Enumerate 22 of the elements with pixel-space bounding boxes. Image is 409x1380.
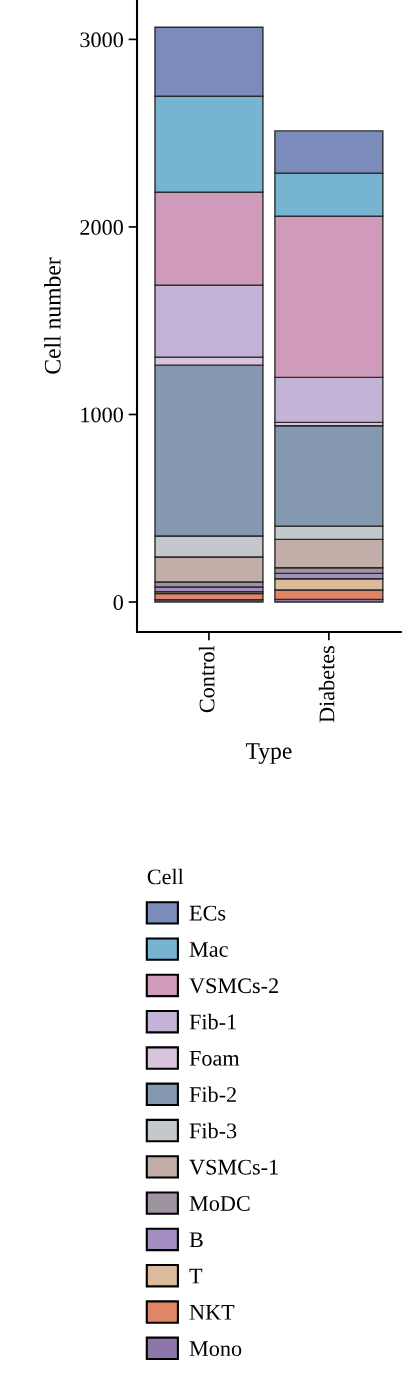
legend-label: B — [189, 1232, 203, 1248]
legend-label: Foam — [189, 1051, 240, 1066]
legend-label: VSMCs-1 — [189, 1159, 278, 1175]
legend-label: Fib-1 — [189, 1013, 236, 1030]
legend-title: Cell — [147, 868, 184, 885]
x-tick-label: Diabetes — [318, 646, 335, 723]
legend-label: Mono — [189, 1341, 242, 1357]
y-tick-label: 2000 — [80, 219, 123, 235]
legend-label: MoDC — [189, 1196, 250, 1211]
y-tick-label: 1000 — [81, 407, 123, 423]
legend-label: ECs — [189, 905, 226, 921]
x-tick-label: Control — [198, 645, 215, 713]
legend-label: Fib-3 — [189, 1122, 237, 1139]
legend-label: Mac — [189, 942, 228, 957]
legend-label: NKT — [189, 1305, 235, 1320]
y-tick-label: 3000 — [80, 32, 123, 48]
legend-label: VSMCs-2 — [189, 978, 278, 994]
y-axis-title: Cell number — [44, 257, 61, 374]
y-tick-label: 0 — [113, 594, 123, 610]
legend-label: Fib-2 — [189, 1086, 236, 1103]
x-axis-title: Type — [245, 743, 292, 764]
legend-label: T — [189, 1268, 203, 1284]
